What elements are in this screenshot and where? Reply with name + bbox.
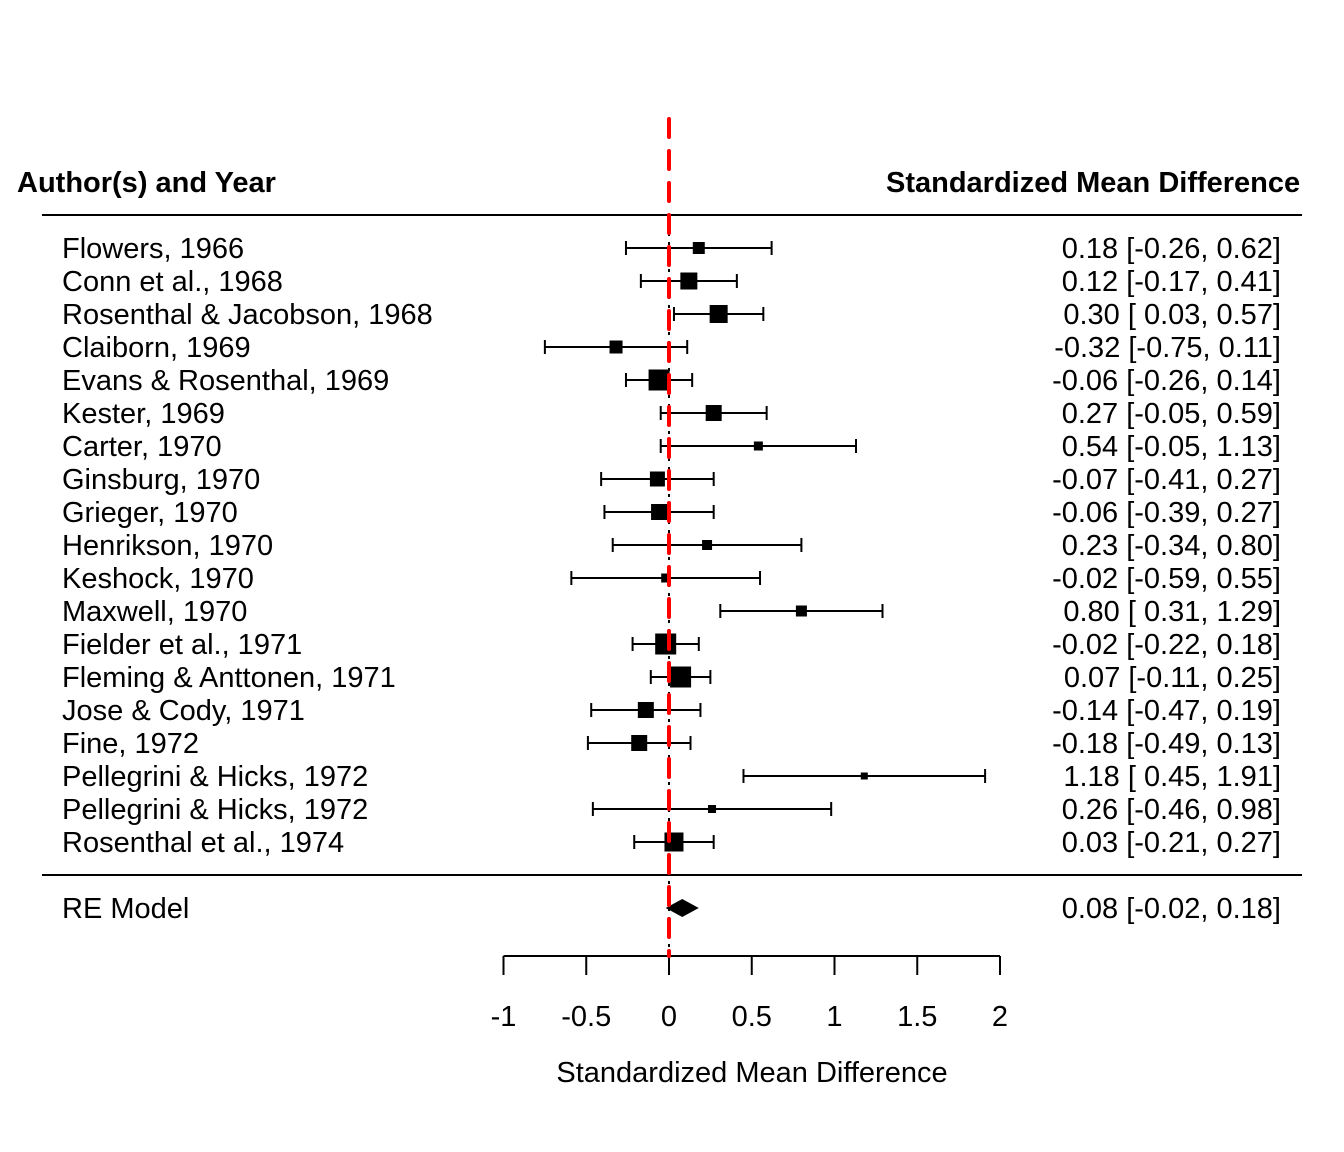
study-label: Kester, 1969 xyxy=(62,398,225,430)
study-label: Evans & Rosenthal, 1969 xyxy=(62,365,389,397)
study-row: Fleming & Anttonen, 1971 0.07 [-0.11, 0.2… xyxy=(62,662,1281,694)
study-estimate-text: 0.54 [-0.05, 1.13] xyxy=(1062,431,1281,463)
study-estimate-text: -0.06 [-0.39, 0.27] xyxy=(1052,497,1281,529)
study-estimate-text: -0.32 [-0.75, 0.11] xyxy=(1054,332,1281,364)
study-rows: Flowers, 1966 0.18 [-0.26, 0.62]Conn et a… xyxy=(62,233,1281,859)
study-estimate-text: 0.12 [-0.17, 0.41] xyxy=(1062,266,1281,298)
study-row: Fielder et al., 1971 -0.02 [-0.22, 0.18] xyxy=(62,629,1281,661)
study-label: Ginsburg, 1970 xyxy=(62,464,260,496)
axis-tick-label: -0.5 xyxy=(561,1001,611,1033)
point-estimate-marker xyxy=(637,702,654,718)
study-label: Pellegrini & Hicks, 1972 xyxy=(62,761,368,793)
point-estimate-marker xyxy=(860,772,868,780)
point-estimate-marker xyxy=(648,369,670,391)
point-estimate-marker xyxy=(705,405,722,421)
study-estimate-text: 0.18 [-0.26, 0.62] xyxy=(1062,233,1281,265)
study-label: Fine, 1972 xyxy=(62,728,199,760)
x-axis-label: Standardized Mean Difference xyxy=(556,1057,947,1089)
study-label: Henrikson, 1970 xyxy=(62,530,273,562)
study-row: Claiborn, 1969 -0.32 [-0.75, 0.11] xyxy=(62,332,1281,364)
study-row: Pellegrini & Hicks, 1972 0.26 [-0.46, 0.9… xyxy=(62,794,1281,826)
study-estimate-text: 0.27 [-0.05, 0.59] xyxy=(1062,398,1281,430)
study-row: Grieger, 1970 -0.06 [-0.39, 0.27] xyxy=(62,497,1281,529)
point-estimate-marker xyxy=(795,605,807,617)
summary-label: RE Model xyxy=(62,893,189,925)
study-label: Keshock, 1970 xyxy=(62,563,254,595)
study-row: Rosenthal & Jacobson, 1968 0.30 [ 0.03, 0… xyxy=(62,299,1281,331)
point-estimate-marker xyxy=(609,340,623,354)
headers: Author(s) and Year Standardized Mean Dif… xyxy=(17,167,1300,199)
axis-tick-label: 1 xyxy=(826,1001,842,1033)
study-row: Evans & Rosenthal, 1969 -0.06 [-0.26, 0.1… xyxy=(62,365,1281,397)
summary-diamond xyxy=(665,899,699,917)
study-row: Carter, 1970 0.54 [-0.05, 1.13] xyxy=(62,431,1281,463)
study-row: Conn et al., 1968 0.12 [-0.17, 0.41] xyxy=(62,266,1281,298)
study-estimate-text: 0.30 [ 0.03, 0.57] xyxy=(1063,299,1281,331)
study-estimate-text: 0.80 [ 0.31, 1.29] xyxy=(1063,596,1281,628)
point-estimate-marker xyxy=(702,540,713,550)
point-estimate-marker xyxy=(709,305,728,323)
x-axis: -1 -0.5 0 0.5 1 1.5 2 xyxy=(491,955,1008,1033)
study-row: Jose & Cody, 1971 -0.14 [-0.47, 0.19] xyxy=(62,695,1281,727)
axis-tick-label: 2 xyxy=(992,1001,1008,1033)
study-label: Pellegrini & Hicks, 1972 xyxy=(62,794,368,826)
point-estimate-marker xyxy=(631,735,648,751)
header-left: Author(s) and Year xyxy=(17,167,276,199)
point-estimate-marker xyxy=(651,504,668,520)
study-estimate-text: -0.14 [-0.47, 0.19] xyxy=(1052,695,1281,727)
study-label: Jose & Cody, 1971 xyxy=(62,695,305,727)
study-label: Fielder et al., 1971 xyxy=(62,629,302,661)
study-estimate-text: -0.02 [-0.22, 0.18] xyxy=(1052,629,1281,661)
study-row: Keshock, 1970 -0.02 [-0.59, 0.55] xyxy=(62,563,1281,595)
study-row: Flowers, 1966 0.18 [-0.26, 0.62] xyxy=(62,233,1281,265)
study-estimate-text: -0.02 [-0.59, 0.55] xyxy=(1052,563,1281,595)
study-estimate-text: 1.18 [ 0.45, 1.91] xyxy=(1063,761,1281,793)
point-estimate-marker xyxy=(661,573,671,583)
study-estimate-text: 0.26 [-0.46, 0.98] xyxy=(1062,794,1281,826)
point-estimate-marker xyxy=(649,471,665,487)
point-estimate-marker xyxy=(708,805,717,813)
point-estimate-marker xyxy=(692,242,705,254)
study-estimate-text: -0.18 [-0.49, 0.13] xyxy=(1052,728,1281,760)
study-label: Conn et al., 1968 xyxy=(62,266,283,298)
study-row: Fine, 1972 -0.18 [-0.49, 0.13] xyxy=(62,728,1281,760)
point-estimate-marker xyxy=(753,441,763,451)
study-estimate-text: 0.03 [-0.21, 0.27] xyxy=(1062,827,1281,859)
study-label: Maxwell, 1970 xyxy=(62,596,247,628)
study-label: Fleming & Anttonen, 1971 xyxy=(62,662,396,694)
point-estimate-marker xyxy=(655,633,677,655)
study-label: Grieger, 1970 xyxy=(62,497,238,529)
study-label: Rosenthal et al., 1974 xyxy=(62,827,344,859)
point-estimate-marker xyxy=(670,666,692,688)
study-estimate-text: -0.06 [-0.26, 0.14] xyxy=(1052,365,1281,397)
study-estimate-text: -0.07 [-0.41, 0.27] xyxy=(1052,464,1281,496)
study-label: Rosenthal & Jacobson, 1968 xyxy=(62,299,433,331)
study-row: Rosenthal et al., 1974 0.03 [-0.21, 0.27] xyxy=(62,827,1281,859)
study-row: Ginsburg, 1970 -0.07 [-0.41, 0.27] xyxy=(62,464,1281,496)
axis-tick-label: 1.5 xyxy=(897,1001,937,1033)
point-estimate-marker xyxy=(680,272,698,290)
study-estimate-text: 0.23 [-0.34, 0.80] xyxy=(1062,530,1281,562)
header-right: Standardized Mean Difference xyxy=(886,167,1300,199)
axis-tick-label: -1 xyxy=(491,1001,517,1033)
study-label: Carter, 1970 xyxy=(62,431,222,463)
study-row: Kester, 1969 0.27 [-0.05, 0.59] xyxy=(62,398,1281,430)
axis-tick-label: 0.5 xyxy=(732,1001,772,1033)
study-estimate-text: 0.07 [-0.11, 0.25] xyxy=(1064,662,1281,694)
study-label: Flowers, 1966 xyxy=(62,233,244,265)
study-row: Henrikson, 1970 0.23 [-0.34, 0.80] xyxy=(62,530,1281,562)
study-row: Maxwell, 1970 0.80 [ 0.31, 1.29] xyxy=(62,596,1281,628)
study-row: Pellegrini & Hicks, 1972 1.18 [ 0.45, 1.9… xyxy=(62,761,1281,793)
study-label: Claiborn, 1969 xyxy=(62,332,251,364)
axis-tick-label: 0 xyxy=(661,1001,677,1033)
summary-estimate-text: 0.08 [-0.02, 0.18] xyxy=(1062,893,1281,925)
summary-row: RE Model 0.08 [-0.02, 0.18] xyxy=(62,893,1281,925)
